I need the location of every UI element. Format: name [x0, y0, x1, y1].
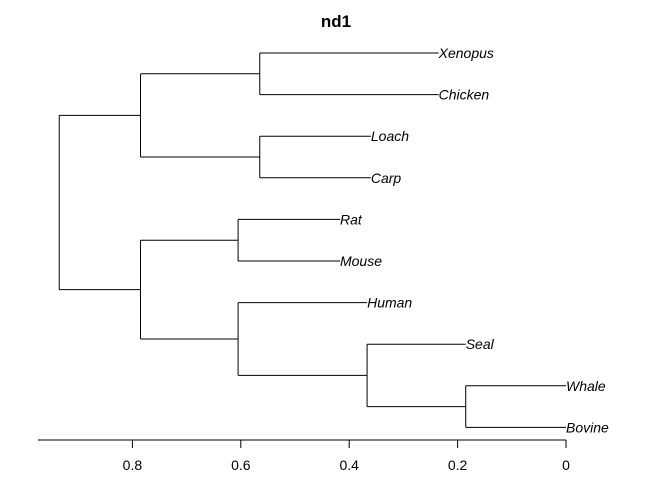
x-axis-tick-label: 0.2: [448, 457, 468, 473]
leaf-label-xenopus: Xenopus: [438, 45, 494, 61]
leaf-label-loach: Loach: [371, 128, 409, 144]
x-axis-tick-label: 0.4: [339, 457, 359, 473]
leaf-label-carp: Carp: [371, 170, 402, 186]
leaf-label-bovine: Bovine: [566, 419, 609, 435]
tree-branches: [58, 52, 566, 428]
x-axis-tick-label: 0.8: [123, 457, 143, 473]
leaf-label-seal: Seal: [466, 336, 495, 352]
leaf-label-human: Human: [367, 295, 412, 311]
leaf-label-chicken: Chicken: [439, 87, 490, 103]
x-axis: 0.8 0.6 0.4 0.2 0: [38, 439, 570, 473]
leaf-labels: Xenopus Chicken Loach Carp Rat Mouse Human Seal…: [340, 45, 609, 435]
leaf-label-mouse: Mouse: [340, 253, 382, 269]
x-axis-tick-label: 0.6: [231, 457, 251, 473]
leaf-label-whale: Whale: [566, 378, 606, 394]
x-axis-tick-label: 0: [562, 457, 570, 473]
leaf-label-rat: Rat: [340, 211, 363, 227]
plot-title: nd1: [321, 12, 351, 31]
